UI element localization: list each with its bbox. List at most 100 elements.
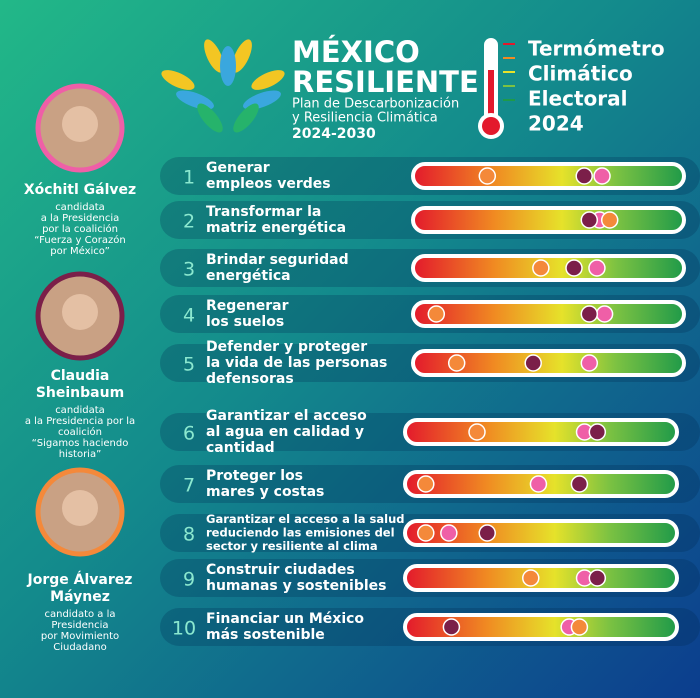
candidate-dot xyxy=(442,618,461,636)
thermometer-bar xyxy=(403,519,679,547)
candidate-dot xyxy=(447,354,466,372)
candidate-desc: por la coalición xyxy=(42,223,118,235)
candidate-dot xyxy=(593,167,611,185)
item-number: 9 xyxy=(183,569,195,591)
candidate-desc: “Fuerza y Corazón xyxy=(34,234,125,246)
photo-face xyxy=(62,294,98,330)
item-label: matriz energética xyxy=(206,220,346,236)
candidate-name: Sheinbaum xyxy=(36,385,124,401)
candidate-dot xyxy=(580,305,599,323)
candidate-desc: candidato a la xyxy=(45,609,116,620)
item-number: 4 xyxy=(183,305,195,327)
candidate-dot xyxy=(565,259,583,277)
logo-text: MÉXICO xyxy=(292,35,420,69)
candidate-name: Claudia xyxy=(51,368,110,384)
logo xyxy=(161,39,285,133)
candidate-dot xyxy=(588,423,607,441)
item-number: 6 xyxy=(183,423,195,445)
candidate-desc: por México” xyxy=(50,245,110,257)
item-label: empleos verdes xyxy=(206,176,331,192)
candidate-dot xyxy=(580,354,599,372)
candidate-desc: Ciudadano xyxy=(53,642,107,653)
plan-text: Plan de Descarbonización xyxy=(292,97,459,112)
item-label: Transformar la xyxy=(206,204,321,220)
candidate-dot xyxy=(580,211,599,229)
item-label: Regenerar xyxy=(206,298,289,314)
title: Climático xyxy=(528,62,633,86)
item-number: 3 xyxy=(183,259,195,281)
item-number: 7 xyxy=(183,475,195,497)
thermometer-bar xyxy=(411,349,686,377)
period: 2024-2030 xyxy=(292,126,376,142)
candidate-name: Xóchitl Gálvez xyxy=(24,182,136,198)
candidate-dot xyxy=(595,305,614,323)
candidate-name: Jorge Álvarez xyxy=(27,571,133,588)
item-label: Financiar un México xyxy=(206,611,364,627)
candidate-desc: coalición xyxy=(58,426,102,438)
candidate-dot xyxy=(529,475,548,493)
candidate-desc: historia” xyxy=(59,449,102,460)
title: Electoral xyxy=(528,87,627,111)
candidate-desc: candidata xyxy=(55,202,105,213)
candidate-dot xyxy=(478,524,496,542)
candidate-dot xyxy=(588,569,607,587)
thermometer-icon xyxy=(478,38,515,139)
thermometer-bar xyxy=(411,162,686,190)
title: 2024 xyxy=(528,112,584,136)
thermometer-bar xyxy=(403,418,679,446)
candidate-desc: a la Presidencia xyxy=(41,213,120,224)
item-label: Garantizar el acceso xyxy=(206,408,367,424)
item-label: más sostenible xyxy=(206,627,325,643)
item-number: 5 xyxy=(183,354,195,376)
item-label: Defender y proteger xyxy=(206,339,367,355)
candidate-desc: a la Presidencia por la xyxy=(25,416,135,427)
item-number: 2 xyxy=(183,211,195,233)
item-label: la vida de las personas xyxy=(206,355,387,371)
thermometer-bar xyxy=(411,206,686,234)
candidate-dot xyxy=(575,167,593,185)
item-number: 10 xyxy=(172,618,196,640)
candidate-dot xyxy=(440,524,458,542)
logo-text: RESILIENTE xyxy=(292,65,479,99)
candidate-dot xyxy=(532,259,550,277)
candidate-dot xyxy=(478,167,497,185)
candidate-desc: Presidencia xyxy=(51,620,108,631)
candidate-dot xyxy=(600,211,619,229)
item-label: al agua en calidad y xyxy=(206,424,364,440)
candidate-name: Máynez xyxy=(50,589,110,605)
item-number: 1 xyxy=(183,167,195,189)
item-label: Garantizar el acceso a la salud xyxy=(206,512,405,526)
candidate-dot xyxy=(417,475,435,493)
item-label: mares y costas xyxy=(206,484,324,500)
photo-face xyxy=(62,106,98,142)
candidate-dot xyxy=(522,569,540,587)
thermometer-bar xyxy=(403,564,679,592)
item-number: 8 xyxy=(183,524,195,546)
item-label: humanas y sostenibles xyxy=(206,578,386,594)
plan-text: y Resiliencia Climática xyxy=(292,111,438,126)
item-label: reduciendo las emisiones del xyxy=(206,526,395,540)
candidate-desc: por Movimiento xyxy=(41,631,119,642)
item-label: energética xyxy=(206,268,291,284)
candidate-dot xyxy=(570,618,589,636)
title: Termómetro xyxy=(528,37,665,61)
candidate-dot xyxy=(468,423,486,441)
candidate-desc: “Sigamos haciendo xyxy=(32,438,129,449)
item-label: Generar xyxy=(206,160,270,176)
candidate-dot xyxy=(570,475,589,493)
item-label: los suelos xyxy=(206,314,284,330)
candidate-desc: candidata xyxy=(55,405,105,416)
thermometer-bar xyxy=(403,613,679,641)
photo-face xyxy=(62,490,98,526)
item-label: Construir ciudades xyxy=(206,562,355,578)
candidate-dot xyxy=(524,354,542,372)
item-label: Proteger los xyxy=(206,468,303,484)
item-label: sector y resiliente al clima xyxy=(206,539,378,553)
item-label: defensoras xyxy=(206,371,294,387)
item-label: cantidad xyxy=(206,440,275,456)
thermometer-bar xyxy=(411,300,686,328)
candidate-dot xyxy=(417,524,435,542)
candidate-dot xyxy=(427,305,446,323)
item-label: Brindar seguridad xyxy=(206,252,349,268)
